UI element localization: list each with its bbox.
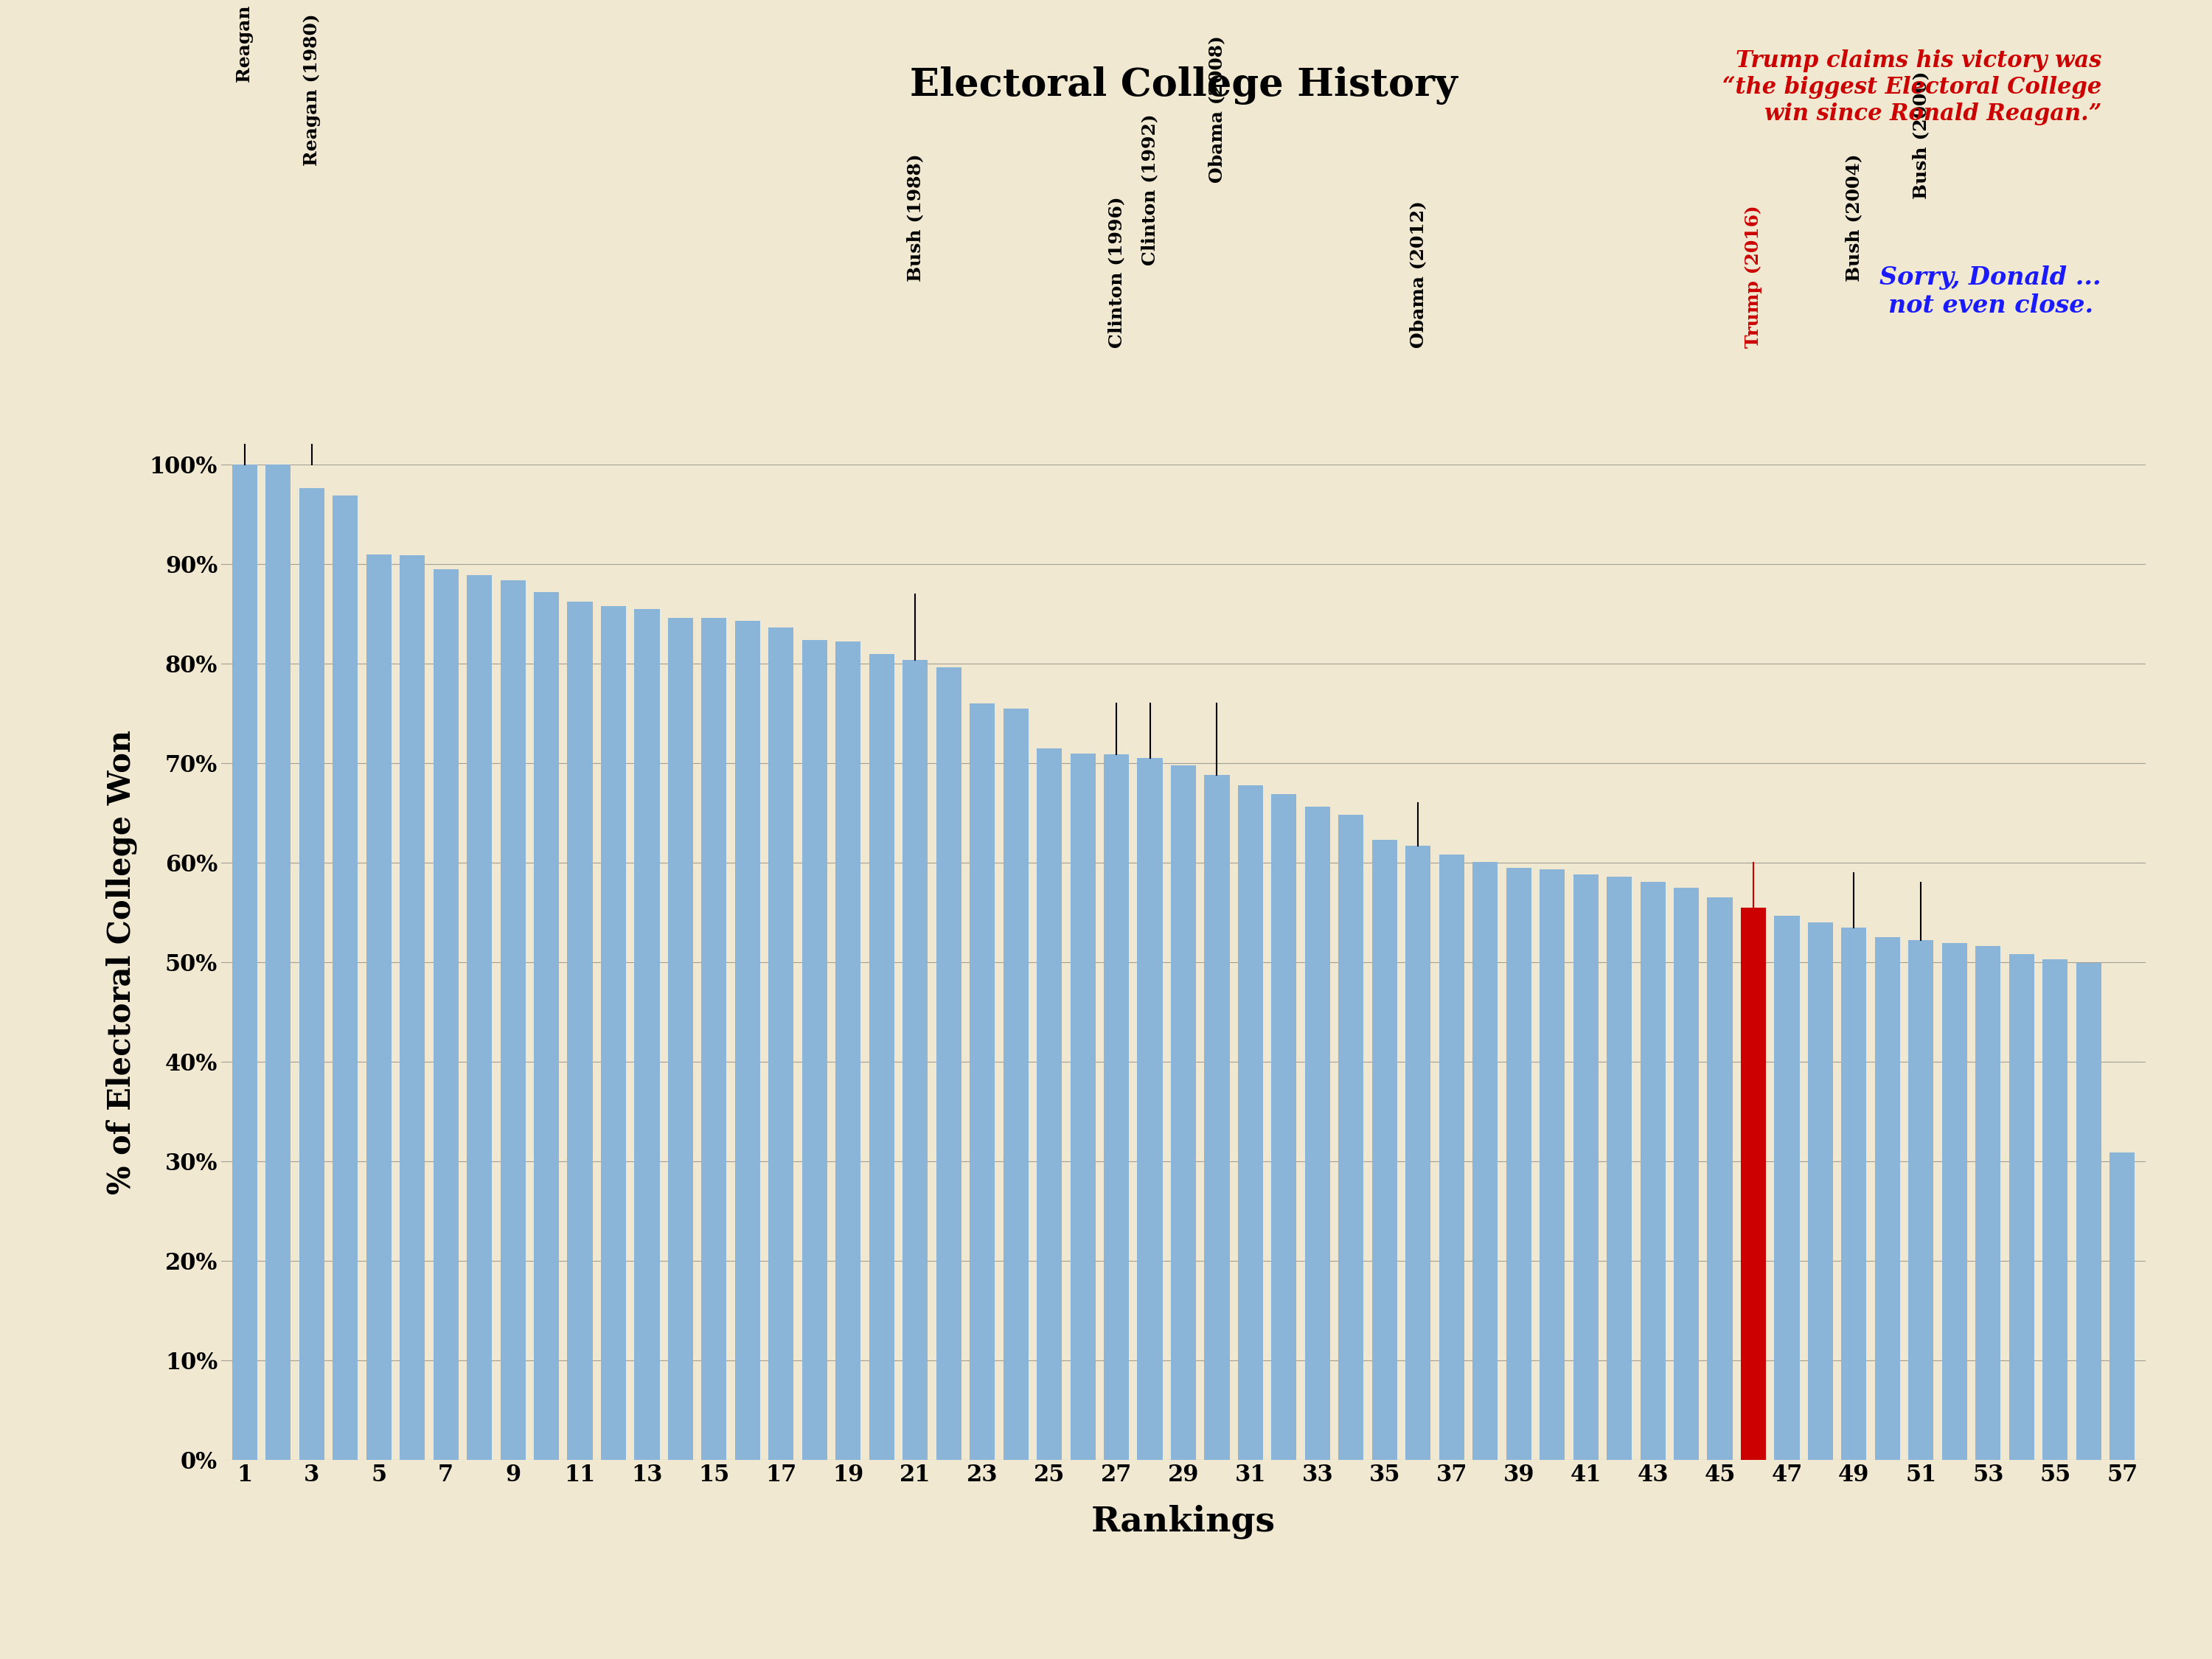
Bar	[936, 667, 962, 1460]
Bar	[668, 617, 692, 1460]
Bar	[1840, 927, 1867, 1460]
Bar	[803, 640, 827, 1460]
Bar	[1239, 785, 1263, 1460]
Bar	[434, 569, 458, 1460]
Bar	[467, 576, 491, 1460]
Bar	[1876, 937, 1900, 1460]
Bar	[1975, 946, 2000, 1460]
Text: Sorry, Donald ...
not even close.: Sorry, Donald ... not even close.	[1880, 265, 2101, 319]
Bar	[1170, 765, 1197, 1460]
Bar	[2077, 964, 2101, 1460]
Bar	[1440, 854, 1464, 1460]
Bar	[1909, 941, 1933, 1460]
Bar	[1774, 916, 1801, 1460]
Y-axis label: % of Electoral College Won: % of Electoral College Won	[106, 730, 137, 1194]
Bar	[2110, 1153, 2135, 1460]
Bar	[768, 627, 794, 1460]
Bar	[1942, 944, 1966, 1460]
Bar	[367, 554, 392, 1460]
Bar	[566, 602, 593, 1460]
Bar	[1641, 881, 1666, 1460]
Bar	[1203, 775, 1230, 1460]
Text: Reagan (1980): Reagan (1980)	[303, 13, 321, 166]
Bar	[1004, 708, 1029, 1460]
Bar	[332, 496, 358, 1460]
Bar	[701, 617, 726, 1460]
Bar	[533, 592, 560, 1460]
Bar	[2008, 954, 2035, 1460]
X-axis label: Rankings: Rankings	[1091, 1505, 1276, 1540]
Bar	[1272, 795, 1296, 1460]
Text: Obama (2008): Obama (2008)	[1208, 35, 1225, 182]
Bar	[500, 581, 526, 1460]
Bar	[1405, 846, 1431, 1460]
Bar	[734, 620, 761, 1460]
Text: Clinton (1996): Clinton (1996)	[1108, 197, 1126, 348]
Bar	[1506, 868, 1531, 1460]
Text: Bush (1988): Bush (1988)	[907, 154, 925, 282]
Bar	[635, 609, 659, 1460]
Bar	[1540, 869, 1564, 1460]
Bar	[1606, 876, 1632, 1460]
Bar	[265, 465, 290, 1460]
Bar	[1037, 748, 1062, 1460]
Text: Trump (2016): Trump (2016)	[1745, 206, 1763, 348]
Text: Electoral College History: Electoral College History	[909, 66, 1458, 105]
Bar	[902, 660, 927, 1460]
Bar	[400, 556, 425, 1460]
Bar	[1674, 888, 1699, 1460]
Bar	[969, 703, 995, 1460]
Bar	[869, 654, 894, 1460]
Bar	[1338, 815, 1363, 1460]
Bar	[1573, 874, 1599, 1460]
Bar	[299, 488, 325, 1460]
Bar	[1708, 898, 1732, 1460]
Bar	[1807, 922, 1834, 1460]
Text: Obama (2012): Obama (2012)	[1409, 201, 1427, 348]
Text: Reagan (1984): Reagan (1984)	[237, 0, 254, 83]
Bar	[1305, 806, 1329, 1460]
Bar	[1473, 861, 1498, 1460]
Text: Bush (2004): Bush (2004)	[1845, 154, 1863, 282]
Bar	[1371, 839, 1398, 1460]
Bar	[232, 465, 257, 1460]
Bar	[2042, 959, 2068, 1460]
Text: Clinton (1992): Clinton (1992)	[1141, 114, 1159, 265]
Bar	[1137, 758, 1164, 1460]
Text: Bush (2000): Bush (2000)	[1911, 71, 1929, 199]
Bar	[1071, 753, 1095, 1460]
Bar	[602, 606, 626, 1460]
Bar	[836, 642, 860, 1460]
Bar	[1741, 907, 1765, 1460]
Bar	[1104, 755, 1128, 1460]
Text: Trump claims his victory was
“the biggest Electoral College
win since Ronald Rea: Trump claims his victory was “the bigges…	[1723, 50, 2101, 126]
